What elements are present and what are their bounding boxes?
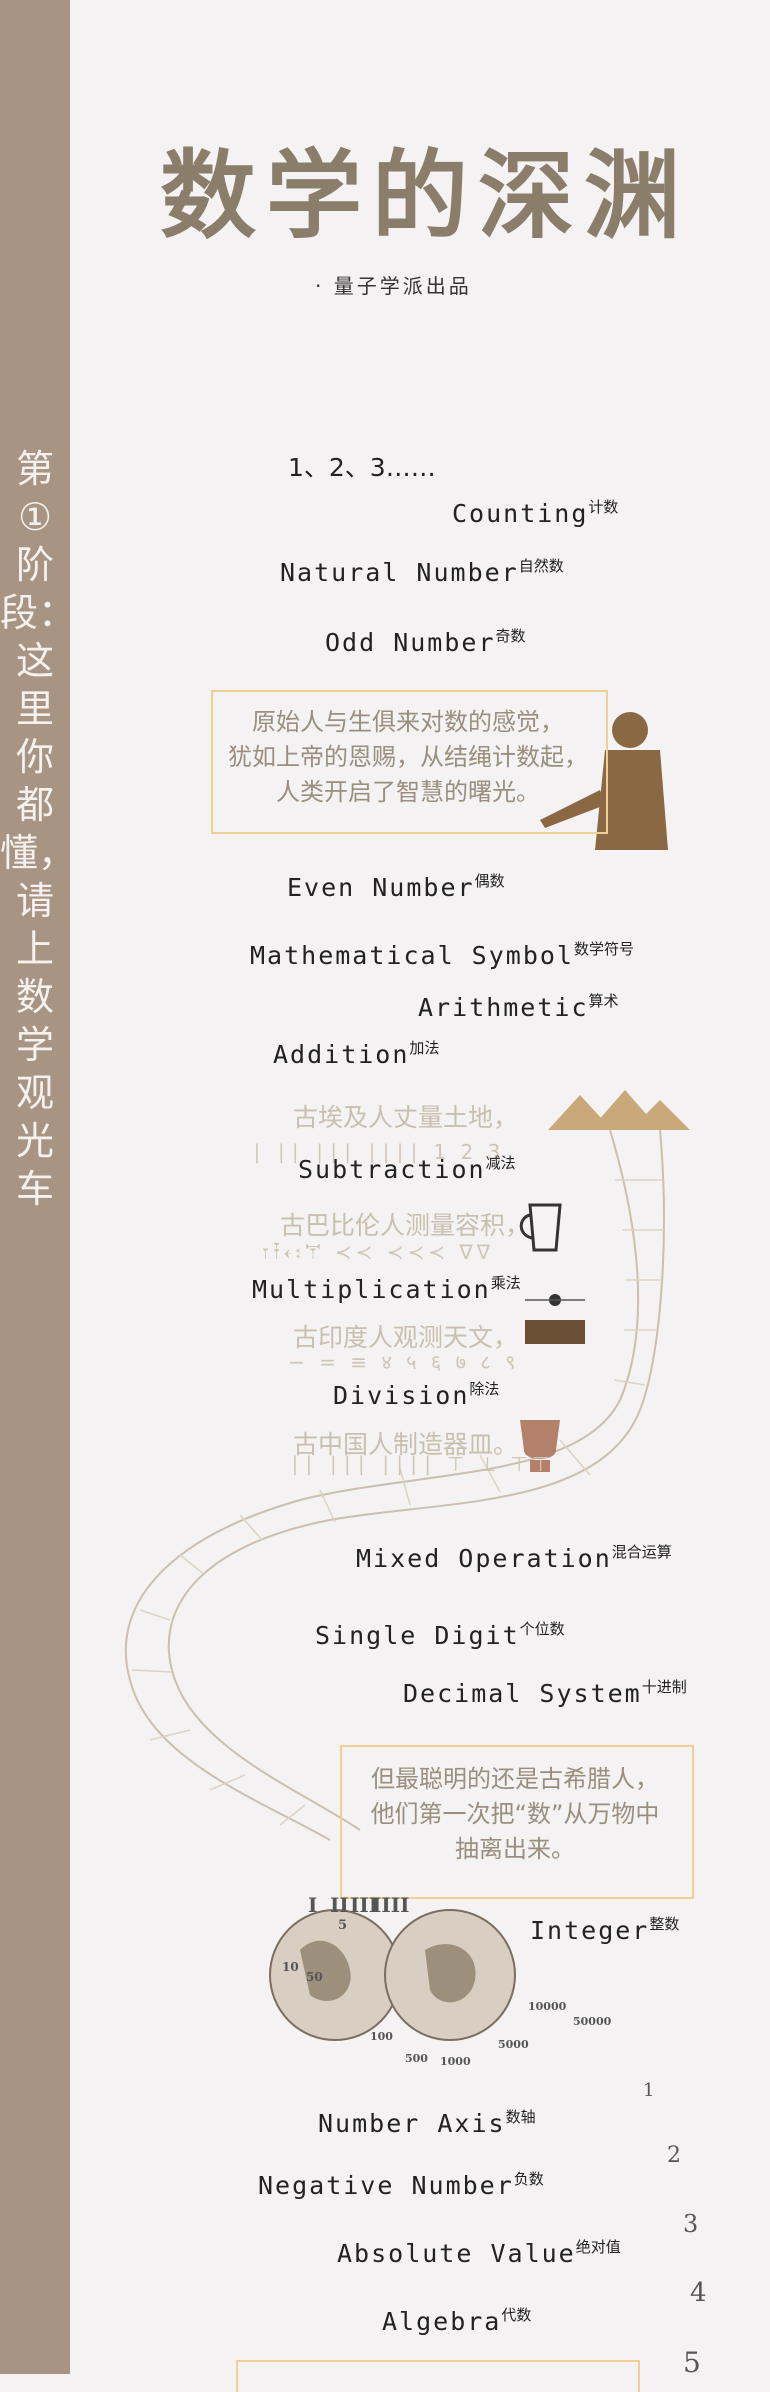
axis-number: 4 <box>690 2278 707 2308</box>
axis-number: 3 <box>683 2210 699 2238</box>
term-number-axis: Number Axis数轴 <box>318 2108 536 2138</box>
numeral-label: 1000 <box>440 2055 471 2068</box>
term-decimal-system: Decimal System十进制 <box>403 1678 687 1708</box>
greek-note-box <box>340 1745 694 1899</box>
cuneiform-glyphs: 𐏑𐏒𐏓𐏔𐏕 ≺≺ ≺≺≺ ∇∇ <box>262 1240 495 1264</box>
term-even-number: Even Number偶数 <box>287 872 505 902</box>
history-egypt: 古埃及人丈量土地， <box>293 1103 519 1132</box>
term-absolute-value: Absolute Value绝对值 <box>337 2238 621 2268</box>
term-subtraction: Subtraction减法 <box>298 1154 516 1184</box>
numeral-label: III <box>350 1893 379 1917</box>
stage-label: 第①阶段：这里你都懂，请上数学观光车 <box>0 447 77 1211</box>
ancient-vessel-icon <box>520 1420 560 1472</box>
axis-number: 2 <box>667 2143 681 2168</box>
world-map-illustration <box>269 1909 516 2041</box>
term-algebra: Algebra代数 <box>382 2306 532 2336</box>
tally-glyphs-1: ∣ ∣∣ ∣∣∣ ∣∣∣∣ 1 2 3 <box>252 1140 505 1164</box>
axis-number: 1 <box>643 2080 655 2101</box>
numeral-label: 5000 <box>498 2038 529 2051</box>
numeral-label: 100 <box>370 2030 393 2043</box>
term-arithmetic: Arithmetic算术 <box>418 992 619 1022</box>
term-odd-number: Odd Number奇数 <box>325 627 526 657</box>
numeral-label: IIII <box>372 1893 410 1917</box>
next-section-box <box>236 2360 640 2392</box>
numeral-label: I <box>308 1893 318 1917</box>
history-india: 古印度人观测天文， <box>293 1323 519 1352</box>
numeral-label: 500 <box>405 2052 428 2065</box>
page-title: 数学的深渊 <box>160 140 690 252</box>
primitive-note-text: 原始人与生俱来对数的感觉， 犹如上帝的恩赐，从结绳计数起， 人类开启了智慧的曙光。 <box>228 708 588 806</box>
term-single-digit: Single Digit个位数 <box>315 1620 565 1650</box>
term-addition: Addition加法 <box>273 1039 440 1069</box>
term-division: Division除法 <box>333 1380 500 1410</box>
rod-numeral-glyphs: ∣∣ ∣∣∣ ∣∣∣∣ ⊤ ⊥ ⊤⊤ <box>290 1452 554 1476</box>
term-negative-number: Negative Number负数 <box>258 2170 544 2200</box>
numeral-label: 50000 <box>573 2015 612 2028</box>
number-sequence: 1、2、3…… <box>288 453 436 482</box>
term-mixed-operation: Mixed Operation混合运算 <box>356 1543 672 1573</box>
numeral-label: 10000 <box>528 2000 567 2013</box>
numeral-label: 5 <box>338 1918 348 1933</box>
astronomy-instrument-icon <box>525 1294 585 1344</box>
numeral-label: 50 <box>306 1970 323 1984</box>
term-counting: Counting计数 <box>452 498 619 528</box>
term-mathematical-symbol: Mathematical Symbol数学符号 <box>250 940 634 970</box>
term-natural-number: Natural Number自然数 <box>280 557 564 587</box>
numeral-label: II <box>330 1893 349 1917</box>
history-babylon: 古巴比伦人测量容积， <box>280 1211 531 1240</box>
history-china: 古中国人制造器皿。 <box>293 1430 519 1459</box>
indian-numeral-glyphs: − = ≡ ४ ५ ६ ७ ८ ९ <box>288 1350 520 1374</box>
term-integer: Integer整数 <box>530 1915 680 1945</box>
pyramid-icon <box>548 1090 690 1130</box>
sidebar: 第①阶段：这里你都懂，请上数学观光车 <box>0 0 77 2374</box>
axis-number: 5 <box>683 2346 701 2379</box>
page-subtitle: · 量子学派出品 <box>315 274 472 298</box>
primitive-man-illustration <box>540 712 668 850</box>
term-multiplication: Multiplication乘法 <box>252 1274 521 1304</box>
measuring-jug-icon <box>519 1203 562 1252</box>
greek-note-text: 但最聪明的还是古希腊人， 他们第一次把“数”从万物中 抽离出来。 <box>370 1765 660 1863</box>
primitive-note-box <box>211 690 608 834</box>
numeral-label: 10 <box>282 1960 299 1974</box>
